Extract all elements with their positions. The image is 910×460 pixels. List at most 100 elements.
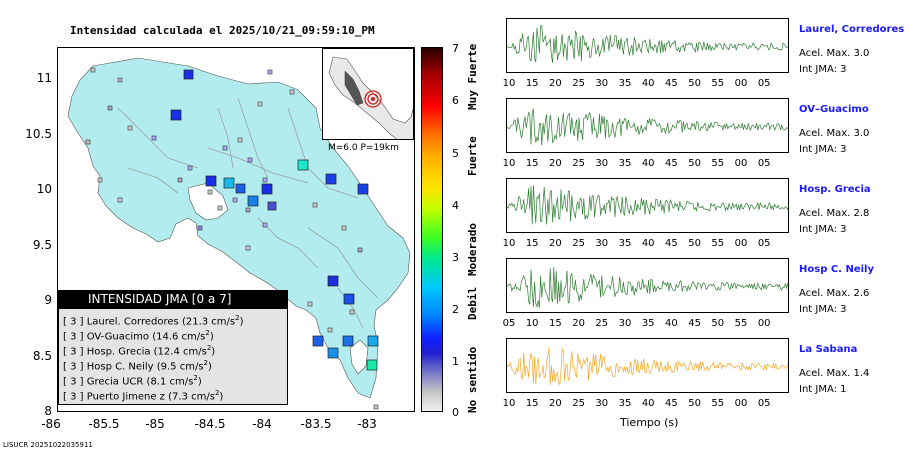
trace-x-tick: 15 — [525, 158, 539, 169]
y-tick: 9.5 — [32, 238, 52, 252]
cbar-label: Muy Fuerte — [466, 43, 479, 110]
trace-x-tick: 05 — [757, 398, 771, 409]
trace-x-tick: 10 — [502, 158, 516, 169]
legend-box: [ 3 ] Laurel. Corredores (21.3 cm/s2) [ … — [58, 308, 288, 405]
trace-x-tick: 55 — [711, 78, 725, 89]
station-name: OV–Guacimo — [799, 104, 869, 115]
cbar-label: Debil — [466, 286, 479, 320]
trace-panel[interactable] — [506, 258, 789, 313]
trace-x-tick: 10 — [502, 238, 516, 249]
waveform-line — [507, 185, 788, 225]
station-name: Hosp. Grecia — [799, 184, 871, 195]
trace-x-tick: 20 — [572, 318, 585, 329]
footer-id: LISUCR 20251022035911 — [3, 441, 93, 449]
y-tick: 9 — [44, 293, 52, 307]
trace-panel[interactable] — [506, 18, 789, 73]
trace-x-tick: 40 — [665, 318, 678, 329]
trace-x-tick: 20 — [549, 158, 562, 169]
station-max-accel: Acel. Max. 1.4 — [799, 368, 870, 379]
legend-row: [ 3 ] Puerto Jimene z (7.3 cm/s2) — [63, 389, 224, 403]
cbar-label: Fuerte — [466, 136, 479, 176]
station-max-accel: Acel. Max. 2.8 — [799, 208, 870, 219]
x-tick: -84.5 — [194, 417, 226, 431]
cbar-tick: 0 — [452, 406, 459, 419]
trace-x-tick: 30 — [618, 318, 632, 329]
y-tick: 8.5 — [32, 349, 52, 363]
x-tick: -84 — [252, 417, 272, 431]
station-jma-intensity: Int JMA: 3 — [799, 304, 847, 315]
trace-x-tick: 00 — [734, 398, 748, 409]
trace-x-tick: 55 — [711, 238, 725, 249]
x-tick: -85 — [145, 417, 165, 431]
trace-x-tick: 20 — [549, 238, 562, 249]
trace-x-tick: 00 — [734, 78, 748, 89]
waveform-line — [507, 347, 788, 386]
waveform-svg — [507, 25, 788, 63]
intensity-colorbar — [421, 47, 443, 412]
trace-x-tick: 55 — [711, 158, 725, 169]
station-jma-intensity: Int JMA: 3 — [799, 64, 847, 75]
trace-x-tick: 50 — [688, 78, 701, 89]
cbar-tick: 5 — [452, 147, 459, 160]
waveform-line — [507, 267, 788, 308]
trace-x-tick: 05 — [757, 238, 771, 249]
trace-x-tick: 25 — [572, 158, 585, 169]
station-name: Laurel, Corredores — [799, 24, 905, 35]
trace-x-tick: 30 — [595, 238, 609, 249]
trace-x-tick: 00 — [734, 238, 748, 249]
waveform-svg — [507, 185, 788, 225]
waveform-svg — [507, 267, 788, 308]
trace-x-tick: 45 — [688, 318, 701, 329]
trace-panel[interactable] — [506, 178, 789, 233]
x-tick: -83.5 — [300, 417, 332, 431]
cbar-tick: 6 — [452, 94, 459, 107]
trace-x-tick: 25 — [572, 78, 585, 89]
legend-row: [ 3 ] Laurel. Corredores (21.3 cm/s2) — [63, 314, 244, 328]
trace-x-tick: 10 — [525, 318, 539, 329]
trace-x-tick: 40 — [641, 78, 655, 89]
waveform-line — [507, 108, 788, 146]
trace-x-tick: 50 — [688, 238, 701, 249]
trace-x-tick: 30 — [595, 158, 609, 169]
cbar-label: Moderado — [466, 223, 479, 276]
cbar-tick: 1 — [452, 355, 459, 368]
legend-row: [ 3 ] Hosp C. Neily (9.5 cm/s2) — [63, 359, 212, 373]
trace-x-tick: 50 — [688, 158, 701, 169]
cbar-tick: 7 — [452, 42, 459, 55]
stations-minor — [85, 67, 379, 410]
legend-row: [ 3 ] Hosp. Grecia (12.4 cm/s2) — [63, 344, 216, 358]
trace-x-tick: 50 — [688, 398, 701, 409]
trace-x-tick: 30 — [595, 398, 609, 409]
golfo-dulce — [349, 339, 369, 375]
y-tick: 8 — [44, 404, 52, 418]
trace-x-tick: 05 — [757, 78, 771, 89]
trace-x-tick: 45 — [665, 158, 678, 169]
station-name: Hosp C. Neily — [799, 264, 874, 275]
trace-x-tick: 10 — [502, 78, 516, 89]
y-tick: 10.5 — [25, 127, 52, 141]
cbar-tick: 2 — [452, 303, 459, 316]
trace-x-tick: 35 — [641, 318, 655, 329]
cbar-tick: 4 — [452, 199, 459, 212]
station-max-accel: Acel. Max. 2.6 — [799, 288, 870, 299]
legend-title: INTENSIDAD JMA [0 a 7] — [58, 290, 288, 308]
trace-x-tick: 05 — [502, 318, 516, 329]
trace-x-tick: 20 — [549, 398, 562, 409]
trace-x-tick: 25 — [595, 318, 609, 329]
x-tick: -85.5 — [88, 417, 120, 431]
trace-x-tick: 15 — [549, 318, 562, 329]
waveform-line — [507, 25, 788, 63]
cbar-label: No sentido — [466, 346, 479, 413]
trace-panel[interactable] — [506, 98, 789, 153]
station-max-accel: Acel. Max. 3.0 — [799, 48, 870, 59]
trace-x-tick: 15 — [525, 238, 539, 249]
trace-x-tick: 40 — [641, 398, 655, 409]
legend-row: [ 3 ] Grecia UCR (8.1 cm/s2) — [63, 374, 202, 388]
y-tick: 11 — [36, 71, 52, 85]
station-jma-intensity: Int JMA: 1 — [799, 384, 847, 395]
trace-panel[interactable] — [506, 338, 789, 393]
trace-x-tick: 05 — [757, 158, 771, 169]
page-title: Intensidad calculada el 2025/10/21_09:59… — [70, 24, 375, 37]
y-tick: 10 — [36, 182, 52, 196]
trace-x-tick: 00 — [734, 158, 748, 169]
